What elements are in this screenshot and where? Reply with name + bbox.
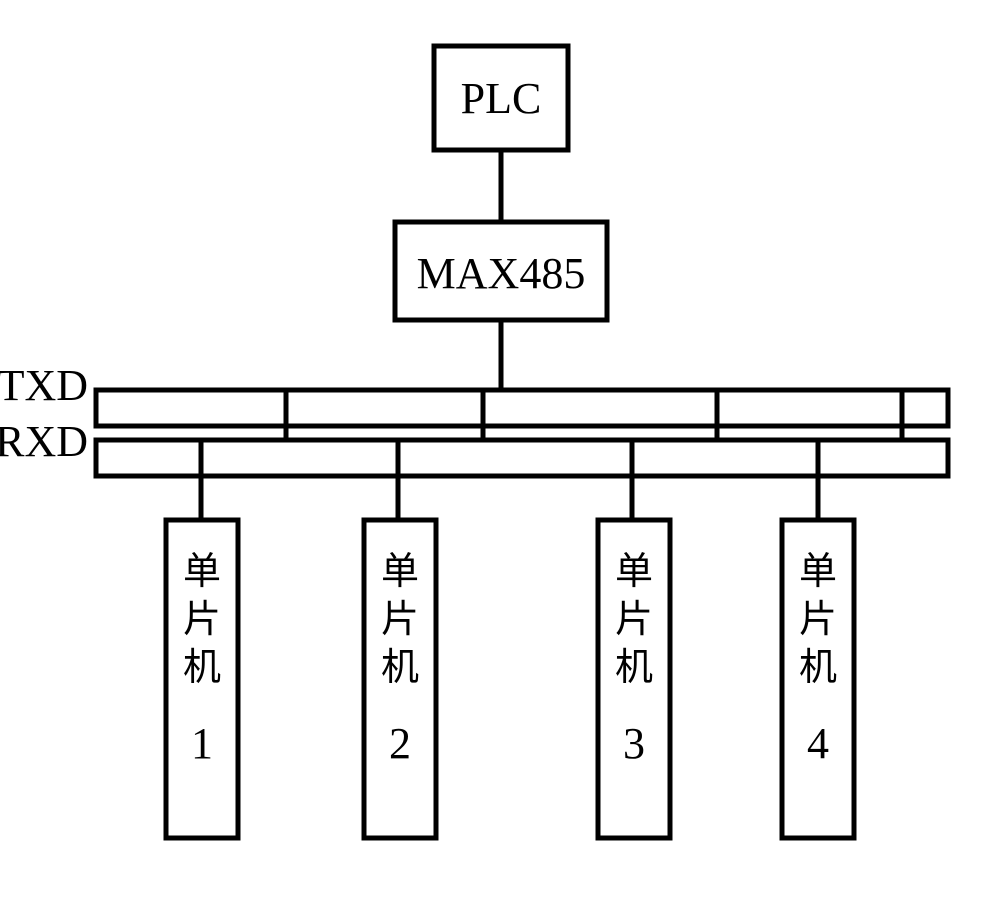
mcu-1-label-char-4: 1 <box>191 719 213 768</box>
mcu-4-label-char-4: 4 <box>807 719 829 768</box>
mcu-3-label-char-2: 片 <box>615 599 653 641</box>
txd-label: TXD <box>0 361 88 410</box>
mcu-4-label-char-3: 机 <box>799 647 837 689</box>
mcu-4-label-char-1: 单 <box>799 551 837 593</box>
mcu-2-label-char-1: 单 <box>381 551 419 593</box>
mcu-2-label-char-3: 机 <box>381 647 419 689</box>
txd-bus-bar <box>96 390 948 426</box>
mcu-2-label-char-2: 片 <box>381 599 419 641</box>
communication-topology-diagram: PLCMAX485TXDRXD单片机1单片机2单片机3单片机4 <box>0 0 1000 898</box>
mcu-1-label-char-2: 片 <box>183 599 221 641</box>
mcu-1-label-char-1: 单 <box>183 551 221 593</box>
mcu-3-label-char-1: 单 <box>615 551 653 593</box>
mcu-3-label-char-3: 机 <box>615 647 653 689</box>
mcu-4-label-char-2: 片 <box>799 599 837 641</box>
plc-label: PLC <box>461 74 542 123</box>
rxd-label: RXD <box>0 417 88 466</box>
mcu-3-label-char-4: 3 <box>623 719 645 768</box>
mcu-1-label-char-3: 机 <box>183 647 221 689</box>
max485-label: MAX485 <box>417 249 586 298</box>
mcu-2-label-char-4: 2 <box>389 719 411 768</box>
